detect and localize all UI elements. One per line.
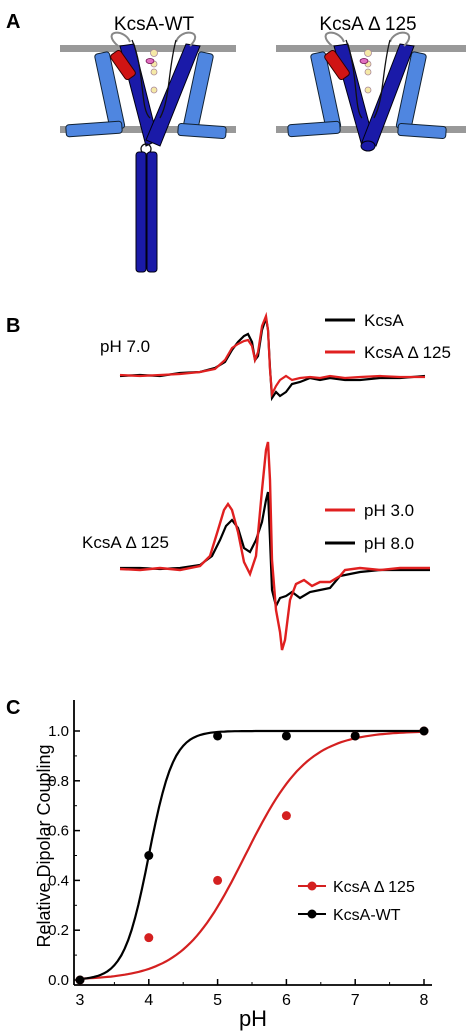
panel-c: C 3 4 5 6 7 8 0.0 0.2 0.4 0.6 0.8 1.0 pH Relative D…	[6, 697, 432, 1031]
x-axis-label: pH	[239, 1006, 267, 1031]
data-point-series-1	[281, 731, 291, 741]
y-tick-label: 0.0	[48, 972, 69, 989]
epr-spectrum-ph3	[119, 441, 430, 651]
legend-ph3-label: pH 3.0	[364, 501, 414, 520]
membrane-top-left	[60, 45, 236, 52]
kcsa-wt-title: KcsA-WT	[114, 14, 195, 35]
legend-wt-marker	[307, 909, 317, 919]
legend-kcsa-label: KcsA	[364, 311, 404, 330]
y-tick-label: 0.6	[48, 823, 69, 840]
y-tick-label: 0.2	[48, 922, 69, 939]
x-tick-label: 7	[351, 992, 360, 1009]
panel-b-letter: B	[6, 315, 20, 337]
data-point-series-1	[350, 731, 360, 741]
kcsa-d125-title: KcsA Δ 125	[319, 14, 416, 35]
x-tick-label: 3	[76, 992, 85, 1009]
data-point-series-0	[144, 933, 154, 943]
top-spectra-label: pH 7.0	[100, 337, 150, 356]
kcsa-d125-channel-diagram	[287, 31, 447, 152]
data-point-series-1	[419, 726, 429, 736]
fit-curve-series-0	[79, 730, 425, 980]
panel-c-letter: C	[6, 697, 20, 719]
y-tick-label: 0.4	[48, 872, 69, 889]
panel-b: B pH 7.0 KcsA KcsA Δ 125 pH 3.0 pH 8.0 K…	[6, 311, 451, 651]
chart-fit-curves	[79, 729, 425, 981]
fit-curve-series-1	[79, 729, 424, 981]
x-tick-label: 6	[282, 992, 291, 1009]
data-point-series-1	[144, 851, 154, 860]
data-point-series-1	[75, 975, 85, 985]
legend-kcsa-d125-label: KcsA Δ 125	[364, 343, 451, 362]
panel-a-letter: A	[6, 11, 20, 33]
y-tick-label: 0.8	[48, 773, 69, 790]
epr-spectrum-kcsa-d125	[119, 311, 425, 399]
y-tick-label: 1.0	[48, 723, 69, 740]
bottom-spectra-label: KcsA Δ 125	[82, 533, 169, 552]
legend-d125-marker	[307, 881, 317, 891]
data-point-series-1	[213, 731, 223, 741]
legend-ph8-label: pH 8.0	[364, 534, 414, 553]
data-point-series-0	[281, 811, 291, 821]
data-point-series-0	[213, 875, 223, 885]
membrane-top-right	[276, 45, 466, 52]
chart-data-points	[75, 726, 429, 985]
x-tick-label: 4	[144, 992, 153, 1009]
legend-d125-label: KcsA Δ 125	[333, 879, 415, 896]
x-tick-label: 5	[213, 992, 222, 1009]
panel-a: A KcsA-WT KcsA Δ 125	[6, 11, 466, 273]
x-tick-label: 8	[420, 992, 429, 1009]
y-axis-label: Relative Dipolar Coupling	[34, 744, 54, 947]
kcsa-wt-channel-diagram	[65, 31, 227, 273]
legend-wt-label: KcsA-WT	[333, 907, 401, 924]
chart-ticks: 3 4 5 6 7 8 0.0 0.2 0.4 0.6 0.8 1.0	[48, 723, 428, 1009]
